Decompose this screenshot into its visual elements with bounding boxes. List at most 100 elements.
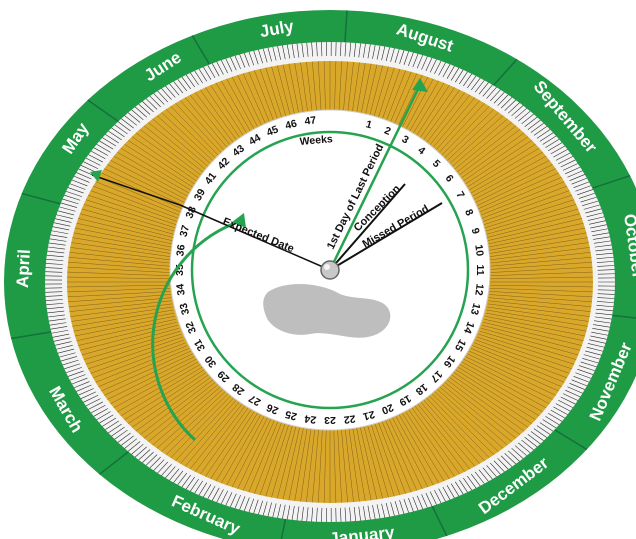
- day-tick: [367, 505, 371, 520]
- day-tick: [545, 139, 560, 148]
- day-tick: [569, 174, 585, 181]
- day-tick: [48, 314, 65, 318]
- day-tick: [434, 60, 442, 74]
- gold-tick: [484, 319, 584, 342]
- gold-tick: [71, 242, 173, 258]
- gold-tick: [467, 168, 556, 211]
- gold-tick: [461, 361, 547, 409]
- inner-green-circle: [190, 130, 470, 410]
- day-tick: [50, 326, 68, 330]
- gold-tick: [485, 232, 587, 252]
- gold-tick: [344, 421, 354, 503]
- day-tick: [243, 497, 250, 511]
- day-tick: [207, 486, 216, 499]
- week-number: 3: [400, 133, 411, 146]
- gold-tick: [69, 252, 172, 264]
- day-tick: [185, 74, 195, 88]
- day-tick: [507, 102, 520, 114]
- day-tick: [471, 77, 481, 91]
- gold-tick: [475, 190, 570, 225]
- gold-tick: [83, 204, 181, 234]
- day-tick: [358, 506, 361, 521]
- day-tick: [173, 470, 184, 483]
- gold-tick: [69, 300, 172, 312]
- day-tick: [134, 446, 147, 458]
- day-tick: [45, 295, 63, 297]
- gold-tick: [95, 345, 188, 383]
- month-divider: [612, 314, 636, 319]
- gold-tick: [323, 421, 327, 503]
- day-tick: [471, 473, 481, 487]
- gold-tick: [489, 276, 593, 280]
- day-tick: [267, 47, 272, 62]
- day-tick: [412, 496, 419, 511]
- gold-tick: [68, 297, 172, 307]
- day-tick: [555, 152, 571, 161]
- day-tick: [90, 150, 106, 160]
- day-tick: [277, 46, 281, 60]
- gold-tick: [317, 421, 324, 503]
- day-tick: [553, 406, 568, 415]
- day-tick: [536, 425, 551, 435]
- gold-tick: [107, 356, 195, 400]
- day-tick: [521, 113, 534, 125]
- gold-tick: [135, 376, 213, 432]
- gold-tick: [104, 168, 193, 211]
- day-tick: [64, 194, 81, 201]
- day-tick: [62, 198, 79, 205]
- gold-tick: [194, 402, 249, 472]
- day-tick: [493, 460, 505, 473]
- day-tick: [253, 499, 259, 514]
- day-tick: [438, 62, 446, 76]
- day-tick: [595, 312, 613, 316]
- day-tick: [111, 127, 125, 138]
- gold-tick: [459, 151, 543, 200]
- day-tick: [239, 496, 246, 510]
- day-tick: [52, 333, 70, 338]
- day-tick: [474, 80, 485, 93]
- week-number: 27: [247, 392, 263, 408]
- day-tick: [56, 345, 73, 350]
- day-tick: [504, 99, 516, 111]
- day-tick: [425, 492, 433, 507]
- gold-tick: [170, 393, 234, 459]
- gold-tick: [480, 327, 579, 356]
- day-tick: [580, 196, 597, 203]
- day-tick: [230, 493, 237, 507]
- day-tick: [248, 498, 255, 513]
- day-tick: [149, 456, 161, 469]
- gold-tick: [483, 322, 582, 346]
- week-number: 13: [468, 302, 483, 317]
- day-tick: [59, 206, 76, 212]
- day-tick: [216, 61, 224, 75]
- day-tick: [253, 50, 259, 65]
- gold-tick: [429, 391, 495, 455]
- day-tick: [527, 119, 541, 130]
- gold-tick: [375, 415, 406, 494]
- gold-tick: [474, 342, 568, 379]
- gold-tick: [470, 177, 562, 216]
- day-tick: [340, 42, 342, 57]
- day-tick: [597, 269, 615, 271]
- day-tick: [50, 234, 68, 238]
- gold-tick: [81, 327, 180, 356]
- day-tick: [592, 232, 609, 236]
- day-tick: [573, 376, 590, 383]
- day-tick: [161, 88, 172, 100]
- gold-tick: [101, 350, 191, 392]
- gold-tick: [489, 284, 593, 288]
- gold-tick: [85, 199, 182, 231]
- gold-tick: [489, 288, 593, 293]
- gold-tick: [67, 266, 171, 273]
- week-number: 12: [472, 283, 485, 296]
- gold-tick: [472, 181, 565, 219]
- gold-tick: [461, 155, 547, 203]
- gold-tick: [489, 271, 593, 276]
- day-tick: [504, 453, 516, 465]
- gold-tick: [231, 411, 271, 488]
- day-tick: [85, 157, 101, 166]
- gold-tick: [189, 400, 246, 470]
- day-tick: [282, 504, 286, 519]
- day-tick: [593, 320, 611, 324]
- gold-tick: [452, 140, 533, 193]
